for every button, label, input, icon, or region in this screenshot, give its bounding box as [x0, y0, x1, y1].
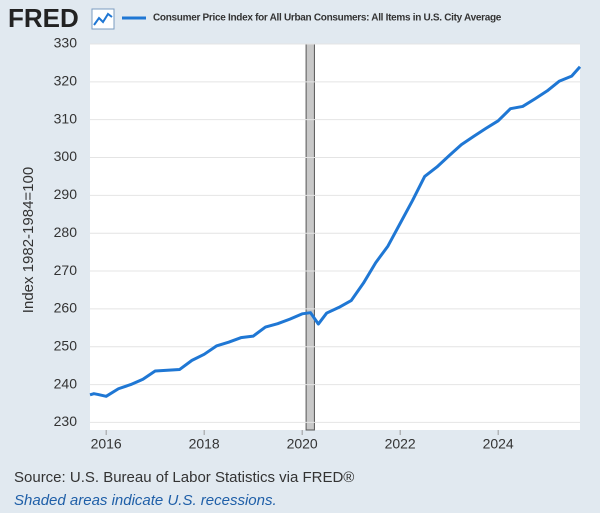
- y-tick-label: 230: [54, 413, 78, 429]
- legend-label: Consumer Price Index for All Urban Consu…: [153, 13, 502, 24]
- recession-shade: [305, 43, 315, 431]
- x-tick-label: 2022: [385, 436, 416, 452]
- y-tick-label: 300: [54, 148, 78, 164]
- y-tick-label: 280: [54, 224, 78, 240]
- logo-icon: [91, 8, 115, 30]
- y-tick-label: 260: [54, 300, 78, 316]
- note: Shaded areas indicate U.S. recessions.: [14, 492, 277, 509]
- source: Source: U.S. Bureau of Labor Statistics …: [14, 469, 354, 486]
- y-tick-label: 250: [54, 337, 78, 353]
- plot-area: [90, 44, 580, 430]
- y-axis-label: Index 1982-1984=100: [20, 167, 37, 313]
- y-tick-label: 270: [54, 262, 78, 278]
- y-tick-label: 240: [54, 375, 78, 391]
- y-tick-label: 330: [54, 35, 78, 51]
- logo: FRED: [8, 3, 79, 33]
- y-tick-label: 290: [54, 186, 78, 202]
- y-tick-label: 310: [54, 110, 78, 126]
- series-line: [89, 65, 582, 398]
- x-tick-label: 2018: [189, 436, 220, 452]
- x-tick-label: 2020: [287, 436, 318, 452]
- x-tick-label: 2016: [91, 436, 122, 452]
- y-tick-label: 320: [54, 73, 78, 89]
- x-tick-label: 2024: [483, 436, 514, 452]
